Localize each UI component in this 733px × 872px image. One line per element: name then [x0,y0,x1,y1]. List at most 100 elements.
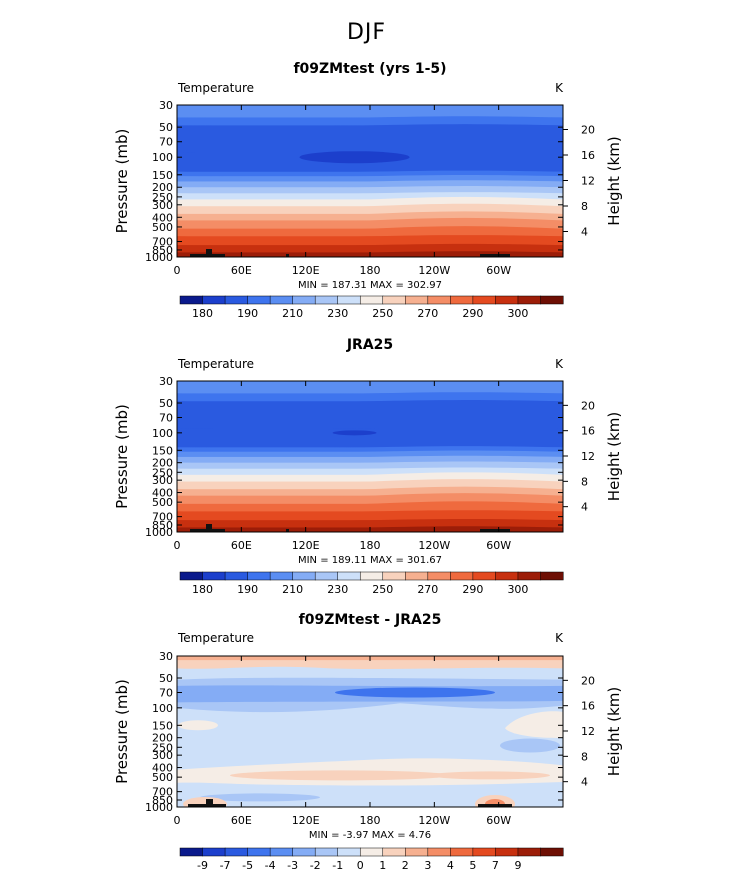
y-tick-label: 100 [152,427,173,440]
contour-band-edge [177,400,563,431]
y-tick-label: 200 [152,732,173,745]
y-tick-label: 70 [159,686,173,699]
colorbar-swatch [540,295,564,305]
contour-field [177,105,563,257]
y2-tick-label: 12 [581,725,595,738]
y-tick-label: 400 [152,487,173,500]
colorbar-label: -5 [242,859,253,872]
panel-title: JRA25 [346,337,393,353]
colorbar-swatch [427,571,451,581]
x-tick-label: 60E [231,814,252,827]
y-tick-label: 50 [159,672,173,685]
diff-low-cold [200,793,320,802]
colorbar-label: 210 [282,307,303,320]
colorbar-label: 290 [462,307,483,320]
colorbar-swatch [179,295,204,305]
y-tick-label: 70 [159,411,173,424]
y-tick-label: 700 [152,786,173,799]
colorbar-swatch [269,847,294,857]
y-axis-label: Pressure (mb) [113,679,131,784]
contour-field [177,381,563,532]
y2-tick-label: 16 [581,700,595,713]
y-axis-label: Pressure (mb) [113,404,131,509]
colorbar-swatch [405,571,429,581]
x-tick-label: 60W [486,814,511,827]
colorbar-label: -7 [220,859,231,872]
topography [206,524,212,532]
variable-label: Temperature [177,81,254,95]
y-tick-label: 250 [152,741,173,754]
panel-title: f09ZMtest - JRA25 [299,612,442,628]
y-tick-label: 400 [152,211,173,224]
colorbar-swatch [495,571,519,581]
colorbar-swatch [427,295,451,305]
colorbar-swatch [337,295,361,305]
y2-axis-label: Height (km) [605,412,623,501]
colorbar-swatch [450,847,474,857]
colorbar-swatch [359,571,384,581]
colorbar-swatch [314,295,339,305]
y2-tick-label: 8 [581,750,588,763]
colorbar-label: 190 [237,307,258,320]
colorbar-swatch [495,295,519,305]
y-tick-label: 500 [152,221,173,234]
x-tick-label: 60E [231,264,252,277]
colorbar-label: -2 [310,859,321,872]
x-tick-label: 60W [486,539,511,552]
colorbar-swatch [472,295,496,305]
y-tick-label: 100 [152,151,173,164]
y2-tick-label: 12 [581,175,595,188]
y-tick-label: 1000 [145,526,173,539]
colorbar-label: -4 [265,859,276,872]
colorbar-label: 290 [462,583,483,596]
y-tick-label: 100 [152,702,173,715]
colorbar-label: 190 [237,583,258,596]
diff-cold-core [335,687,495,698]
y2-axis-label: Height (km) [605,136,623,225]
colorbar-swatch [472,571,496,581]
y-tick-label: 50 [159,397,173,410]
y2-tick-label: 12 [581,450,595,463]
colorbar-swatch [224,571,249,581]
y2-tick-label: 16 [581,149,595,162]
y2-tick-label: 20 [581,674,595,687]
x-tick-label: 60W [486,264,511,277]
colorbar-swatch [224,847,249,857]
colorbar-swatch [405,847,429,857]
colorbar-swatch [337,571,361,581]
y2-axis-label: Height (km) [605,687,623,776]
colorbar-swatch [450,571,474,581]
colorbar-swatch [224,295,249,305]
colorbar-swatch [382,571,406,581]
colorbar-label: 5 [469,859,476,872]
colorbar-swatch [269,571,294,581]
colorbar-label: -3 [287,859,298,872]
y2-tick-label: 16 [581,425,595,438]
diff-warm-band-core [230,770,450,781]
colorbar-label: 1 [379,859,386,872]
variable-label: Temperature [177,631,254,645]
colorbar-swatch [382,847,406,857]
y-tick-label: 1000 [145,251,173,264]
y2-tick-label: 4 [581,226,588,239]
contour-band-edge [177,105,563,120]
panel-title: f09ZMtest (yrs 1-5) [293,61,446,77]
min-max-stats: MIN = 189.11 MAX = 301.67 [298,555,442,566]
topography [480,254,510,257]
colorbar-swatch [517,847,542,857]
panel-1: f09ZMtest (yrs 1-5) Temperature K 30 50 70 100… [113,61,623,320]
y2-tick-label: 20 [581,399,595,412]
y-axis-label: Pressure (mb) [113,129,131,234]
colorbar-swatch [314,847,339,857]
colorbar-swatch [292,847,316,857]
y2-tick-label: 4 [581,776,588,789]
diff-cold-patch [500,738,560,753]
colorbar-label: 230 [327,583,348,596]
colorbar-swatch [472,847,496,857]
contour-band-edge [177,124,563,155]
colorbar-swatch [450,295,474,305]
topography [286,529,289,532]
colorbar-label: 2 [402,859,409,872]
